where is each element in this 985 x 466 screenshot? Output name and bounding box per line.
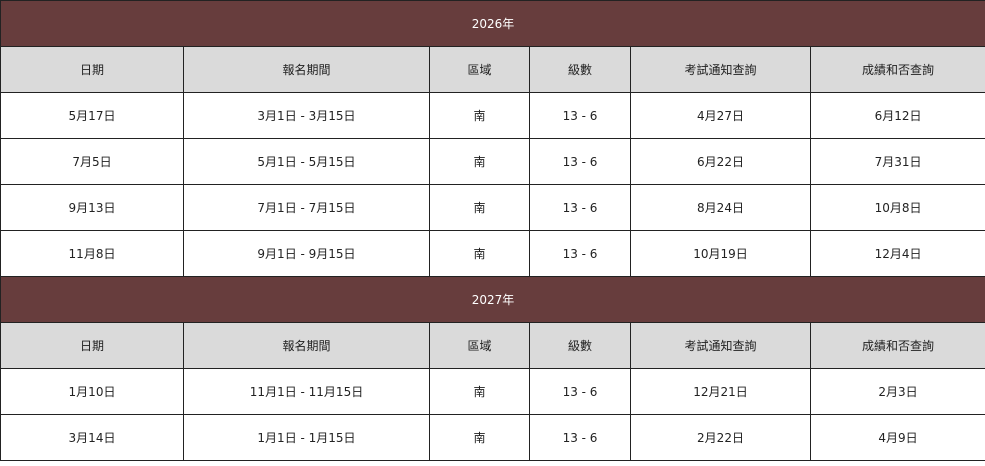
cell-registration-period: 1月1日 - 1月15日 <box>183 414 430 461</box>
year-title: 2027年 <box>0 276 985 323</box>
year-band: 2026年 <box>0 0 985 47</box>
table-row: 1月10日 11月1日 - 11月15日南 13 - 6 12月21日 2月3日 <box>0 368 985 415</box>
cell-exam-notice: 10月19日 <box>630 230 811 277</box>
column-header-registration-period: 報名期間 <box>183 46 430 93</box>
cell-date: 9月13日 <box>0 184 184 231</box>
cell-region: 南 <box>429 230 530 277</box>
table-row: 11月8日 9月1日 - 9月15日南 13 - 6 10月19日 12月4日 <box>0 230 985 277</box>
column-header-region: 區域 <box>429 322 530 369</box>
cell-registration-period: 9月1日 - 9月15日 <box>183 230 430 277</box>
header-row: 日期 報名期間 區域 級數 考試通知查詢 成績和否查詢 <box>0 46 985 93</box>
cell-region: 南 <box>429 414 530 461</box>
cell-date: 3月14日 <box>0 414 184 461</box>
cell-result-query: 7月31日 <box>809 138 985 185</box>
cell-registration-period: 3月1日 - 3月15日 <box>183 92 430 139</box>
column-header-exam-notice: 考試通知查詢 <box>630 322 811 369</box>
cell-exam-notice: 2月22日 <box>630 414 811 461</box>
cell-region: 南 <box>429 368 530 415</box>
cell-region: 南 <box>429 138 530 185</box>
column-header-date: 日期 <box>0 46 184 93</box>
cell-exam-notice: 12月21日 <box>630 368 811 415</box>
cell-date: 11月8日 <box>0 230 184 277</box>
cell-grade: 13 - 6 <box>529 414 631 461</box>
column-header-date: 日期 <box>0 322 184 369</box>
cell-region: 南 <box>429 92 530 139</box>
column-header-registration-period: 報名期間 <box>183 322 430 369</box>
column-header-result-query: 成績和否查詢 <box>809 46 985 93</box>
year-band: 2027年 <box>0 276 985 323</box>
cell-grade: 13 - 6 <box>529 92 631 139</box>
table-row: 5月17日 3月1日 - 3月15日南 13 - 6 4月27日 6月12日 <box>0 92 985 139</box>
cell-exam-notice: 6月22日 <box>630 138 811 185</box>
cell-grade: 13 - 6 <box>529 184 631 231</box>
cell-grade: 13 - 6 <box>529 368 631 415</box>
cell-grade: 13 - 6 <box>529 230 631 277</box>
cell-result-query: 10月8日 <box>809 184 985 231</box>
cell-registration-period: 7月1日 - 7月15日 <box>183 184 430 231</box>
cell-date: 7月5日 <box>0 138 184 185</box>
column-header-result-query: 成績和否查詢 <box>809 322 985 369</box>
cell-result-query: 12月4日 <box>809 230 985 277</box>
cell-result-query: 2月3日 <box>809 368 985 415</box>
header-row: 日期 報名期間 區域 級數 考試通知查詢 成績和否查詢 <box>0 322 985 369</box>
year-title: 2026年 <box>0 0 985 47</box>
cell-registration-period: 5月1日 - 5月15日 <box>183 138 430 185</box>
cell-exam-notice: 8月24日 <box>630 184 811 231</box>
cell-grade: 13 - 6 <box>529 138 631 185</box>
table-row: 3月14日 1月1日 - 1月15日南 13 - 6 2月22日 4月9日 <box>0 414 985 461</box>
column-header-grade: 級數 <box>529 322 631 369</box>
cell-region: 南 <box>429 184 530 231</box>
cell-date: 5月17日 <box>0 92 184 139</box>
table-row: 7月5日 5月1日 - 5月15日南 13 - 6 6月22日 7月31日 <box>0 138 985 185</box>
column-header-grade: 級數 <box>529 46 631 93</box>
cell-result-query: 6月12日 <box>809 92 985 139</box>
column-header-exam-notice: 考試通知查詢 <box>630 46 811 93</box>
cell-date: 1月10日 <box>0 368 184 415</box>
cell-registration-period: 11月1日 - 11月15日 <box>183 368 430 415</box>
cell-exam-notice: 4月27日 <box>630 92 811 139</box>
cell-result-query: 4月9日 <box>809 414 985 461</box>
table-row: 9月13日 7月1日 - 7月15日南 13 - 6 8月24日 10月8日 <box>0 184 985 231</box>
column-header-region: 區域 <box>429 46 530 93</box>
